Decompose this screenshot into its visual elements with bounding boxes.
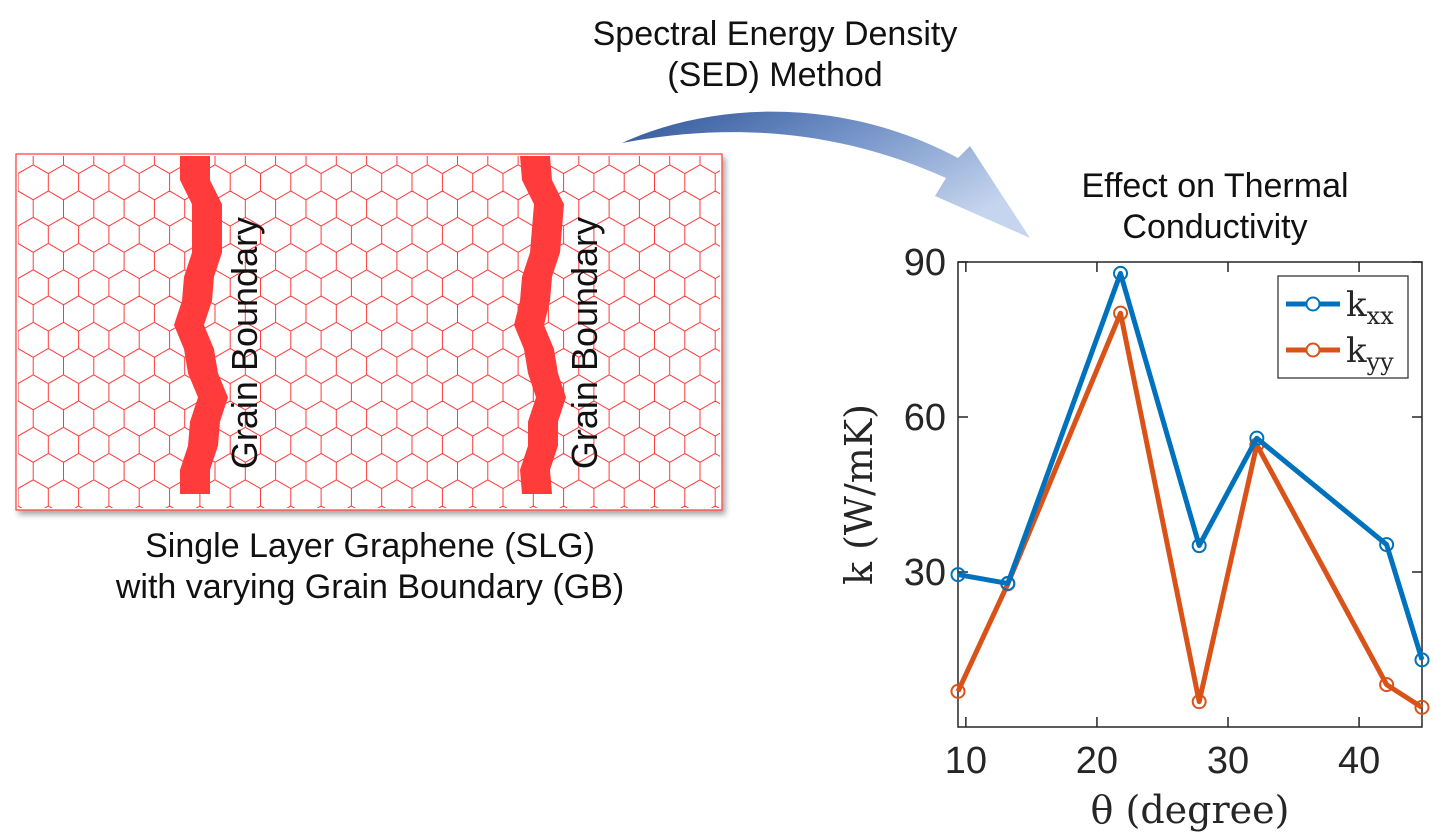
axis-ticks: 10 20 30 40 30 60 90 bbox=[904, 242, 1422, 782]
grain-boundary-band-2 bbox=[514, 156, 566, 494]
legend-marker-k_yy bbox=[1305, 342, 1321, 358]
legend-box bbox=[1277, 275, 1409, 379]
series-line-k_xx bbox=[957, 270, 1425, 661]
data-point-k_xx bbox=[1191, 538, 1207, 554]
data-point-k_xx bbox=[1113, 265, 1129, 281]
x-axis-label: θ (degree) bbox=[1091, 788, 1290, 832]
data-point-k_yy bbox=[1414, 699, 1430, 715]
graphene-caption-line1: Single Layer Graphene (SLG) bbox=[145, 527, 595, 565]
y-tick-label: 60 bbox=[904, 397, 946, 439]
chart-title: Effect on Thermal Conductivity bbox=[1040, 166, 1390, 249]
grain-boundary-band-1 bbox=[174, 156, 228, 494]
data-point-k_xx bbox=[1414, 652, 1430, 668]
data-point-k_xx bbox=[950, 567, 966, 583]
data-point-k_xx bbox=[1249, 430, 1265, 446]
sed-title-line1: Spectral Energy Density bbox=[592, 15, 958, 53]
grain-boundary-shape bbox=[514, 156, 566, 494]
data-point-k_yy bbox=[1113, 305, 1129, 321]
axis-labels: θ (degree) k (W/mK) bbox=[837, 404, 1289, 832]
chart-series bbox=[950, 265, 1430, 715]
legend-marker-k_xx bbox=[1305, 296, 1321, 312]
legend-label-k_yy: kyy bbox=[1346, 331, 1394, 376]
legend-subscript: xx bbox=[1367, 302, 1395, 330]
sed-method-title: Spectral Energy Density (SED) Method bbox=[560, 14, 990, 97]
legend-subscript: yy bbox=[1366, 348, 1395, 376]
sed-title-line2: (SED) Method bbox=[667, 56, 883, 95]
chart-title-line2: Conductivity bbox=[1122, 208, 1308, 247]
x-tick-label: 20 bbox=[1076, 740, 1118, 782]
data-point-k_yy bbox=[1379, 677, 1395, 693]
graphene-caption: Single Layer Graphene (SLG) with varying… bbox=[50, 526, 690, 609]
curved-arrow bbox=[622, 111, 1030, 238]
chart-title-line1: Effect on Thermal bbox=[1081, 167, 1349, 205]
data-point-k_yy bbox=[950, 683, 966, 699]
y-tick-label: 30 bbox=[904, 552, 946, 594]
data-point-k_xx bbox=[1000, 575, 1016, 591]
y-axis-label: k (W/mK) bbox=[837, 404, 881, 585]
y-tick-label: 90 bbox=[904, 242, 946, 284]
graphene-caption-line2: with varying Grain Boundary (GB) bbox=[115, 568, 625, 607]
x-tick-label: 10 bbox=[945, 740, 987, 782]
data-point-k_yy bbox=[1191, 694, 1207, 710]
x-tick-label: 40 bbox=[1338, 740, 1380, 782]
data-point-k_xx bbox=[1379, 537, 1395, 553]
graphene-sheet bbox=[15, 153, 723, 511]
grain-boundary-shape bbox=[174, 156, 228, 494]
x-tick-label: 30 bbox=[1207, 740, 1249, 782]
legend-label-k_xx: kxx bbox=[1346, 285, 1394, 330]
